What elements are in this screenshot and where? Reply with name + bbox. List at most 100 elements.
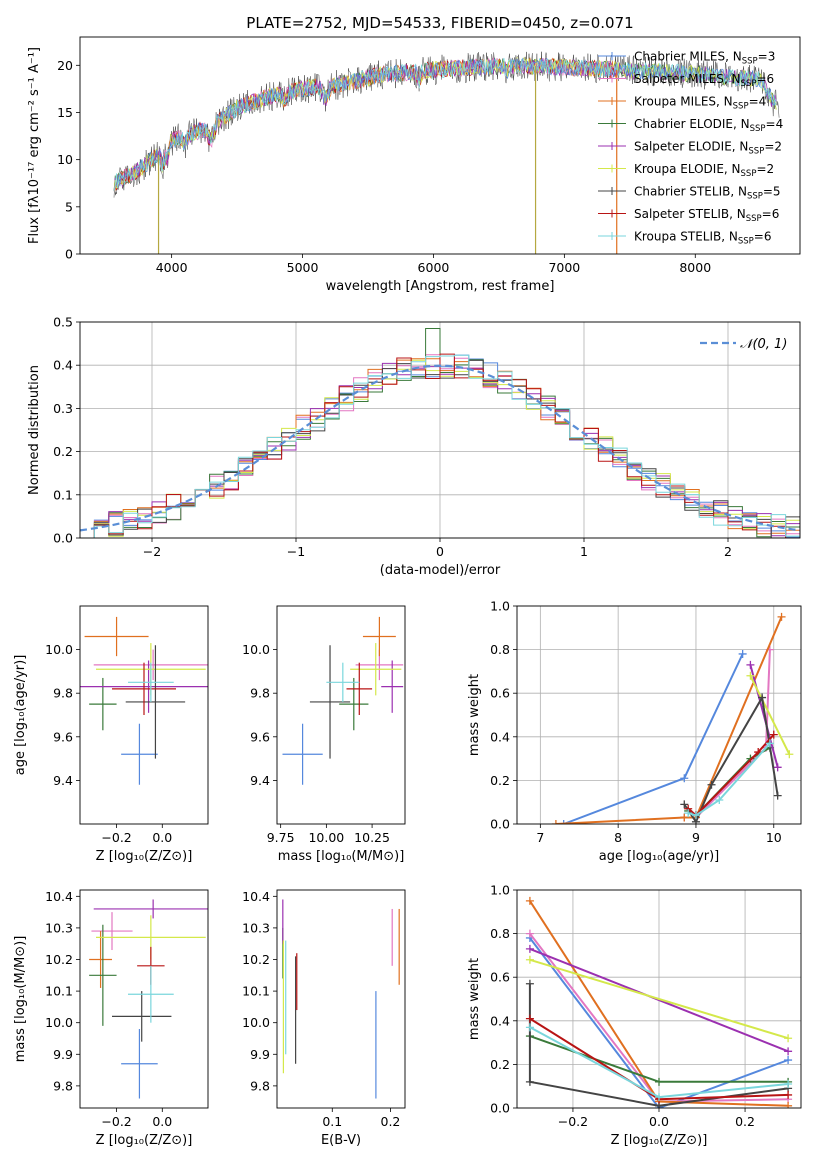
y-tick-label: 0.4 <box>53 358 73 373</box>
y-tick-label: 10.1 <box>242 984 270 999</box>
x-tick-label: 8 <box>614 830 622 845</box>
axes-frame <box>79 889 209 1109</box>
weight-marker <box>525 896 534 905</box>
y-axis-label: mass [log₁₀(M/M⊙)] <box>13 936 28 1063</box>
x-tick-label: 1 <box>580 544 588 559</box>
errorbar-point-3 <box>339 677 369 731</box>
plot-area-weight-vs-age <box>551 612 794 824</box>
x-tick-label: 5000 <box>287 260 319 275</box>
y-tick-label: 10.4 <box>242 889 270 904</box>
axes-weight-vs-age: 7 8 9 10 0.0 0.2 0.4 0.6 0.8 1.0 age [log₁₀(age/yr… <box>467 599 802 864</box>
x-tick-label: 8000 <box>679 260 711 275</box>
x-axis-label: mass [log₁₀(M/M⊙)] <box>278 849 405 864</box>
y-tick-label: 9.8 <box>53 1078 73 1093</box>
y-tick-label: 10.0 <box>45 642 73 657</box>
weight-marker <box>773 763 782 772</box>
legend-value: =4 <box>766 117 784 131</box>
weight-marker <box>525 1023 534 1032</box>
weight-marker <box>525 1014 534 1023</box>
legend-value: =6 <box>754 230 772 244</box>
y-tick-label: 9.8 <box>250 1078 270 1093</box>
weight-marker <box>525 929 534 938</box>
weight-line-5 <box>529 958 789 1040</box>
axes-frame <box>516 889 802 1109</box>
weight-marker <box>551 820 560 824</box>
errorbar-point-8 <box>326 662 360 702</box>
errorbar-point-6 <box>309 645 351 759</box>
y-tick-label: 10.3 <box>45 920 73 935</box>
spectrum-line-0 <box>113 57 777 192</box>
errorbar-point-4 <box>381 660 404 713</box>
y-tick-label: 0.2 <box>490 773 510 788</box>
weight-marker <box>785 750 794 759</box>
y-tick-label: 0.4 <box>490 1013 510 1028</box>
y-axis-label: age [log₁₀(age/yr)] <box>13 655 28 776</box>
y-tick-label: 0.8 <box>490 642 510 657</box>
weight-marker <box>680 774 689 783</box>
x-tick-label: 4000 <box>156 260 188 275</box>
y-tick-label: 0.2 <box>53 444 73 459</box>
plot-area-mass-vs-Z <box>89 899 208 1099</box>
legend-value: =6 <box>762 207 780 221</box>
weight-line-0 <box>529 937 789 1108</box>
x-tick-label: 0 <box>436 544 444 559</box>
weight-marker <box>784 1101 793 1108</box>
spectrum-line-8 <box>113 57 777 192</box>
axes-frame <box>79 605 209 825</box>
histogram-8 <box>80 354 800 538</box>
weight-marker <box>655 1093 663 1102</box>
y-tick-label: 10.2 <box>242 952 270 967</box>
legend-value: =6 <box>756 72 774 86</box>
y-tick-label: 10.2 <box>45 952 73 967</box>
x-tick-label: 7 <box>536 830 544 845</box>
weight-marker <box>784 1056 793 1065</box>
legend-label: Kroupa ELODIE, NSSP=2 <box>634 162 774 179</box>
y-tick-label: 5 <box>65 199 73 214</box>
errorbar-point-1 <box>91 912 133 951</box>
legend-label: 𝒩(0, 1) <box>740 337 787 352</box>
y-tick-label: 0.0 <box>490 817 510 832</box>
y-tick-label: 20 <box>57 58 73 73</box>
errorbar-point-4 <box>80 660 208 713</box>
errorbar-point-4 <box>93 899 208 919</box>
errorbar-point-8 <box>128 965 174 1023</box>
axes-frame <box>79 321 801 539</box>
x-axis-label: wavelength [Angstrom, rest frame] <box>326 279 555 294</box>
y-tick-label: 0.0 <box>490 1101 510 1116</box>
errorbar-point-5 <box>350 643 402 696</box>
y-tick-label: 9.9 <box>250 1047 270 1062</box>
weight-line-4 <box>529 947 789 1053</box>
y-tick-label: 15 <box>57 105 73 120</box>
y-tick-label: 10.0 <box>242 642 270 657</box>
legend-label: Salpeter STELIB, NSSP=6 <box>634 207 779 224</box>
normal-curve <box>80 364 800 532</box>
weight-marker <box>765 739 774 748</box>
legend-sub: SSP <box>733 102 749 112</box>
weight-marker <box>746 660 755 669</box>
x-tick-label: −0.2 <box>558 1114 588 1129</box>
weight-marker <box>784 1080 793 1089</box>
legend-value: =2 <box>764 140 782 154</box>
x-tick-label: 6000 <box>418 260 450 275</box>
weight-marker <box>746 671 755 680</box>
x-tick-label: −0.2 <box>101 1114 131 1129</box>
errorbar-point-3 <box>89 677 117 731</box>
x-tick-label: −1 <box>287 544 305 559</box>
weight-marker <box>655 1077 663 1086</box>
legend-sub: SSP <box>742 57 758 67</box>
y-tick-label: 10.1 <box>45 984 73 999</box>
y-tick-label: 0.1 <box>53 487 73 502</box>
y-tick-label: 9.8 <box>53 686 73 701</box>
y-axis-label: Flux [fλ10⁻¹⁷ erg cm⁻² s⁻¹ A⁻¹] <box>27 47 42 244</box>
x-tick-label: 0.0 <box>649 1114 669 1129</box>
weight-marker <box>559 820 568 824</box>
weight-marker <box>769 730 778 739</box>
y-tick-label: 0.6 <box>490 970 510 985</box>
y-tick-label: 9.4 <box>53 773 73 788</box>
weight-marker <box>525 1077 534 1086</box>
axes-age-vs-Z: −0.2 0.0 9.4 9.6 9.8 10.0 Z [log₁₀(Z/Z⊙)] age [… <box>13 605 209 864</box>
y-tick-label: 10 <box>57 152 73 167</box>
weight-marker <box>707 780 716 789</box>
axes-frame <box>276 605 406 825</box>
